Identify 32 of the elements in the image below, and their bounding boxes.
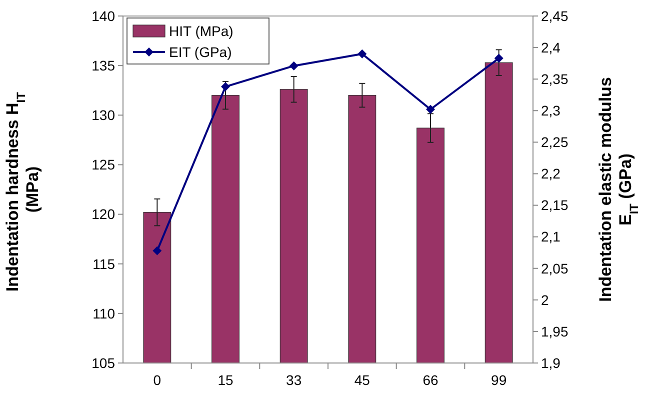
y2-tick-label: 2,35: [541, 70, 568, 87]
y-tick-label: 125: [92, 156, 116, 173]
x-tick-label: 99: [491, 372, 507, 388]
y-tick-label: 120: [92, 206, 116, 222]
y2-tick-label: 2,15: [541, 197, 568, 214]
y2-tick-label: 2,05: [541, 260, 568, 276]
y2-tick-label: 1,95: [541, 323, 568, 340]
y2-tick-label: 2: [541, 292, 549, 308]
y2-tick-label: 2,1: [541, 228, 561, 245]
y-tick-label: 105: [92, 354, 116, 371]
y2-tick-label: 2,3: [541, 102, 561, 119]
legend-label: EIT (GPa): [169, 44, 232, 60]
x-tick-label: 45: [354, 372, 370, 388]
point: [289, 61, 298, 70]
point: [358, 49, 367, 58]
y2-tick-label: 2,2: [541, 166, 561, 182]
x-tick-label: 0: [153, 372, 162, 388]
y2-tick-label: 2,45: [541, 8, 568, 24]
y2-tick-label: 2,4: [541, 39, 561, 56]
x-tick-label: 66: [422, 372, 438, 388]
y-tick-label: 135: [92, 57, 116, 74]
x-tick-label: 33: [286, 372, 302, 388]
y-tick-label: 115: [92, 256, 116, 272]
point: [494, 54, 504, 63]
y2-tick-label: 1,9: [541, 354, 561, 371]
point: [152, 246, 162, 256]
legend-label: HIT (MPa): [169, 22, 234, 39]
y2-tick-label: 2,25: [541, 134, 568, 150]
y-tick-label: 110: [92, 305, 116, 322]
y-tick-label: 130: [92, 107, 116, 124]
y-tick-label: 140: [92, 8, 116, 24]
x-tick-label: 15: [218, 372, 234, 388]
